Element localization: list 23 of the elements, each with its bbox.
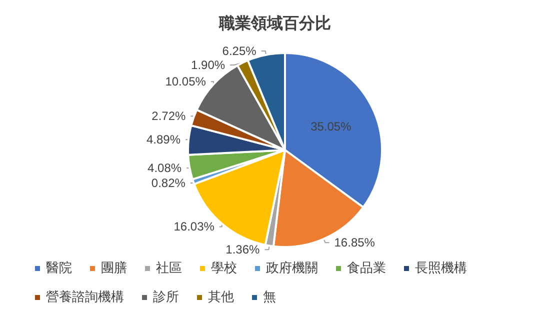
legend-label: 政府機關	[266, 260, 318, 276]
data-label: 10.05%	[165, 74, 206, 89]
data-label: 35.05%	[310, 120, 352, 134]
legend-label: 無	[263, 290, 276, 305]
data-label: 4.08%	[148, 160, 182, 175]
data-label: 16.85%	[334, 236, 376, 250]
data-label: 6.25%	[222, 44, 257, 58]
data-label: 1.90%	[191, 58, 226, 72]
legend-label: 醫院	[46, 261, 72, 276]
legend-label: 營養諮詢機構	[46, 290, 124, 305]
legend-label: 診所	[153, 290, 179, 305]
chart-title: 職業領域百分比	[218, 14, 331, 32]
legend-label: 其他	[208, 290, 234, 305]
data-label: 4.89%	[146, 132, 181, 147]
data-label: 0.82%	[151, 176, 186, 190]
data-label: 16.03%	[174, 220, 215, 234]
legend-label: 社區	[156, 261, 182, 276]
data-label: 1.36%	[226, 242, 260, 257]
legend-label: 學校	[211, 261, 237, 276]
data-label: 2.72%	[152, 109, 186, 124]
legend-label: 長照機構	[415, 261, 467, 276]
legend-label: 食品業	[347, 261, 386, 276]
legend-label: 團膳	[101, 260, 127, 276]
